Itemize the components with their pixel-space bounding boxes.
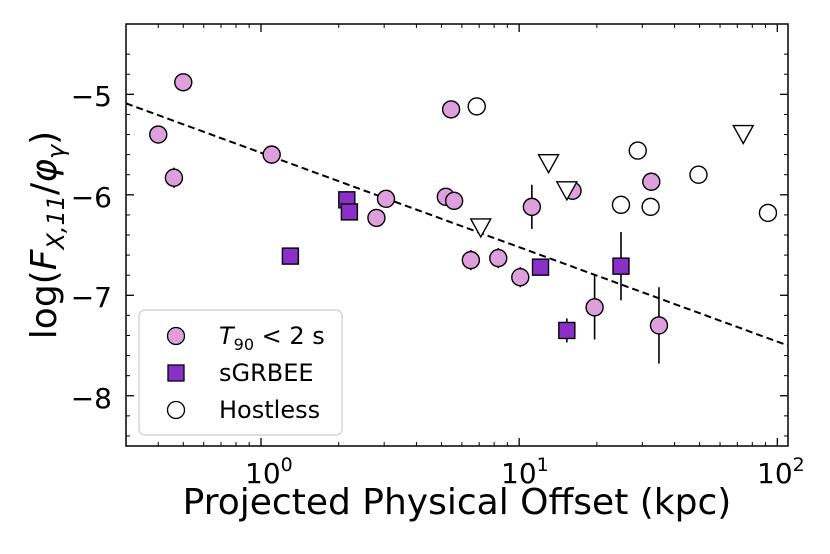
data-point-t90-2-s (642, 172, 661, 191)
data-point-t90-2-s (649, 316, 669, 335)
data-point-upper-limit (537, 153, 560, 175)
data-point-t90-2-s (522, 197, 542, 217)
data-point-hostless (758, 203, 778, 223)
data-point-hostless (611, 195, 631, 215)
data-point-t90-2-s (149, 125, 168, 144)
data-point-hostless (689, 165, 708, 184)
data-point-t90-2-s (461, 250, 481, 270)
legend-label-hostless: Hostless (219, 396, 320, 424)
data-point-t90-2-s (174, 73, 193, 92)
data-point-t90-2-s (367, 208, 386, 228)
data-point-sgrbee (612, 257, 630, 275)
y-tick-label-minus5: −5 (71, 80, 112, 113)
data-point-upper-limit (732, 124, 755, 145)
data-markers (149, 73, 778, 340)
x-tick-label-100: 102 (757, 454, 805, 490)
data-point-t90-2-s (376, 189, 396, 209)
data-point-t90-2-s (585, 298, 604, 317)
data-point-t90-2-s (164, 168, 184, 187)
data-point-sgrbee (531, 258, 550, 276)
data-point-hostless (628, 141, 647, 160)
major-ticks (126, 24, 788, 446)
legend: T90 < 2 s sGRBEE Hostless (138, 309, 343, 436)
data-point-hostless (467, 97, 486, 116)
data-point-sgrbee (281, 247, 300, 265)
x-axis-label: Projected Physical Offset (kpc) (183, 482, 732, 523)
y-tick-label-minus7: −7 (71, 281, 112, 314)
y-tick-label-minus8: −8 (71, 382, 112, 415)
legend-box (138, 309, 343, 436)
y-axis-label: log(FX,11/φγ) (24, 131, 70, 339)
legend-marker-t90 (166, 326, 186, 346)
trend-line (125, 102, 789, 347)
x-tick-label-10: 101 (501, 454, 549, 490)
data-point-upper-limit (555, 181, 579, 202)
data-point-sgrbee (558, 321, 576, 340)
minor-ticks (125, 24, 788, 446)
data-point-hostless (641, 197, 660, 217)
data-point-upper-limit (469, 218, 492, 239)
data-point-t90-2-s (441, 100, 461, 119)
legend-label-t90: T90 < 2 s (219, 322, 325, 354)
y-tick-label-minus6: −6 (71, 181, 112, 214)
data-point-t90-2-s (444, 191, 464, 211)
legend-label-sgrbee: sGRBEE (219, 359, 314, 387)
data-point-sgrbee (340, 203, 359, 221)
legend-marker-sgrbee (167, 364, 185, 382)
data-point-t90-2-s (489, 248, 508, 268)
data-point-t90-2-s (262, 145, 281, 164)
legend-marker-hostless (166, 400, 186, 420)
x-tick-label-1: 100 (245, 454, 293, 490)
data-point-t90-2-s (511, 268, 530, 287)
